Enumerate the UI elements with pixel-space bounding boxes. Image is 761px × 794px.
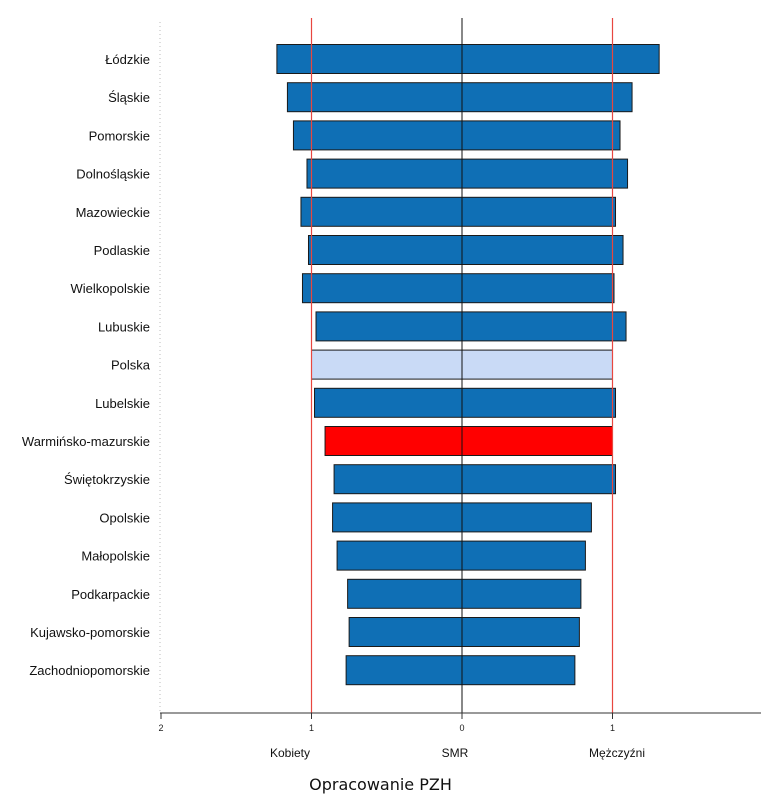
x-axis-ticks: 2 1 0 1	[158, 713, 615, 733]
category-label-podkarpackie: Podkarpackie	[71, 587, 150, 602]
category-label-opolskie: Opolskie	[99, 510, 150, 525]
category-label-kujawsko-pomorskie: Kujawsko-pomorskie	[30, 625, 150, 640]
bar-mezczyzni-warminsko-mazurskie	[461, 426, 613, 456]
category-labels: Łódzkie Śląskie Pomorskie Dolnośląskie Mazow…	[22, 52, 151, 678]
bar-kobiety-kujawsko-pomorskie	[348, 617, 463, 647]
category-label-lubuskie: Lubuskie	[98, 319, 150, 334]
bar-kobiety-podkarpackie	[347, 578, 463, 609]
bar-kobiety-lubuskie	[315, 311, 463, 342]
x-tick-label: 2	[158, 723, 163, 733]
category-label-malopolskie: Małopolskie	[81, 549, 150, 564]
category-label-slaskie: Śląskie	[108, 90, 150, 105]
x-tick-label: 1	[610, 723, 615, 733]
bar-kobiety-polska	[311, 349, 463, 380]
bar-mezczyzni-zachodniopomorskie	[461, 655, 576, 686]
bar-mezczyzni-podkarpackie	[461, 578, 582, 609]
bar-mezczyzni-opolskie	[461, 502, 592, 533]
bar-mezczyzni-kujawsko-pomorskie	[461, 617, 580, 647]
category-label-swietokrzyskie: Świętokrzyskie	[64, 472, 150, 487]
bar-mezczyzni-lodzkie	[461, 44, 660, 74]
category-label-lodzkie: Łódzkie	[105, 52, 150, 67]
bar-mezczyzni-dolnoslaskie	[461, 158, 629, 189]
category-label-wielkopolskie: Wielkopolskie	[71, 281, 150, 296]
bar-kobiety-opolskie	[332, 502, 463, 533]
bar-kobiety-zachodniopomorskie	[345, 655, 463, 686]
bar-mezczyzni-pomorskie	[461, 120, 621, 151]
bar-kobiety-dolnoslaskie	[306, 158, 463, 189]
x-tick-label: 0	[459, 723, 464, 733]
bar-mezczyzni-mazowieckie	[461, 196, 617, 227]
bar-kobiety-malopolskie	[336, 540, 463, 571]
category-label-polska: Polska	[111, 358, 151, 373]
bar-mezczyzni-wielkopolskie	[461, 273, 615, 304]
bar-kobiety-pomorskie	[292, 120, 463, 151]
category-label-pomorskie: Pomorskie	[89, 128, 150, 143]
bar-mezczyzni-malopolskie	[461, 540, 586, 571]
axis-title-men: Mężczyźni	[589, 746, 645, 760]
bar-mezczyzni-slaskie	[461, 82, 633, 113]
bar-kobiety-wielkopolskie	[301, 273, 463, 304]
bar-kobiety-slaskie	[286, 82, 463, 113]
category-label-podlaskie: Podlaskie	[94, 243, 150, 258]
axis-title-smr: SMR	[442, 746, 469, 760]
category-label-lubelskie: Lubelskie	[95, 396, 150, 411]
bar-mezczyzni-lubuskie	[461, 311, 627, 342]
category-label-mazowieckie: Mazowieckie	[76, 205, 150, 220]
bar-mezczyzni-polska	[461, 349, 613, 380]
bar-mezczyzni-lubelskie	[461, 387, 617, 418]
reference-lines	[310, 18, 614, 713]
category-label-warminsko-mazurskie: Warmińsko-mazurskie	[22, 434, 150, 449]
bar-kobiety-podlaskie	[307, 235, 463, 265]
category-label-dolnoslaskie: Dolnośląskie	[76, 167, 150, 182]
axis-title-women: Kobiety	[270, 746, 310, 760]
bar-kobiety-lubelskie	[314, 387, 463, 418]
bars-group	[276, 44, 660, 686]
bar-mezczyzni-swietokrzyskie	[461, 464, 617, 495]
bar-kobiety-warminsko-mazurskie	[324, 426, 463, 456]
category-label-zachodniopomorskie: Zachodniopomorskie	[29, 663, 150, 678]
bar-kobiety-lodzkie	[276, 44, 463, 74]
x-tick-label: 1	[309, 723, 314, 733]
bar-kobiety-swietokrzyskie	[333, 464, 463, 495]
chart-caption: Opracowanie PZH	[309, 775, 452, 794]
bar-kobiety-mazowieckie	[300, 196, 463, 227]
bar-mezczyzni-podlaskie	[461, 235, 624, 265]
